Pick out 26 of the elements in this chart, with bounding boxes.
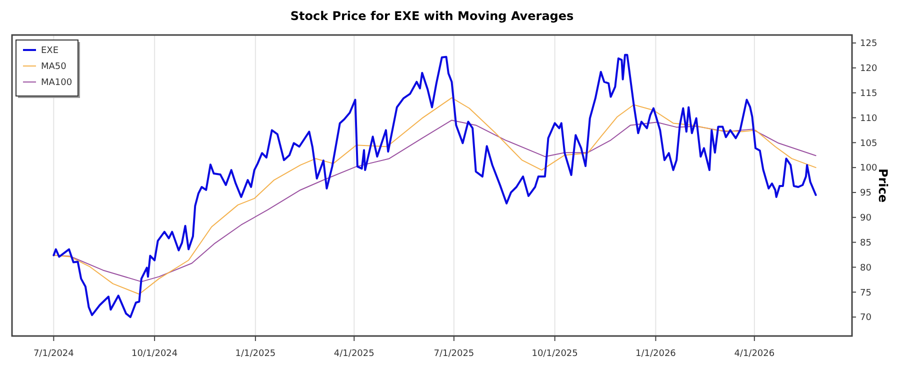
legend-label: MA100 [41,78,72,88]
x-tick-label: 7/1/2024 [33,349,74,359]
x-tick-label: 7/1/2025 [434,349,474,359]
y-tick-label: 120 [860,64,878,74]
x-tick-label: 1/1/2025 [235,349,276,359]
legend-label: MA50 [41,62,67,72]
y-tick-label: 110 [860,114,878,124]
x-tick-label: 4/1/2025 [334,349,374,359]
y-tick-label: 100 [860,164,878,174]
y-tick-label: 115 [860,88,878,99]
line-series [53,97,816,295]
x-tick-label: 1/1/2026 [635,349,676,359]
y-tick-label: 70 [860,313,872,324]
y-axis-title: Price [876,168,890,203]
x-tick-label: 10/1/2025 [532,349,578,359]
y-tick-label: 125 [860,39,878,50]
y-tick-label: 75 [860,288,872,298]
x-tick-label: 4/1/2026 [734,349,775,359]
y-tick-label: 105 [860,138,878,149]
x-tick-label: 10/1/2024 [131,349,178,359]
y-tick-label: 85 [860,238,872,248]
legend-label: EXE [41,46,59,56]
chart-title: Stock Price for EXE with Moving Averages [290,9,574,23]
y-tick-label: 90 [860,214,872,224]
y-tick-label: 80 [860,263,872,274]
y-tick-label: 95 [860,188,872,199]
